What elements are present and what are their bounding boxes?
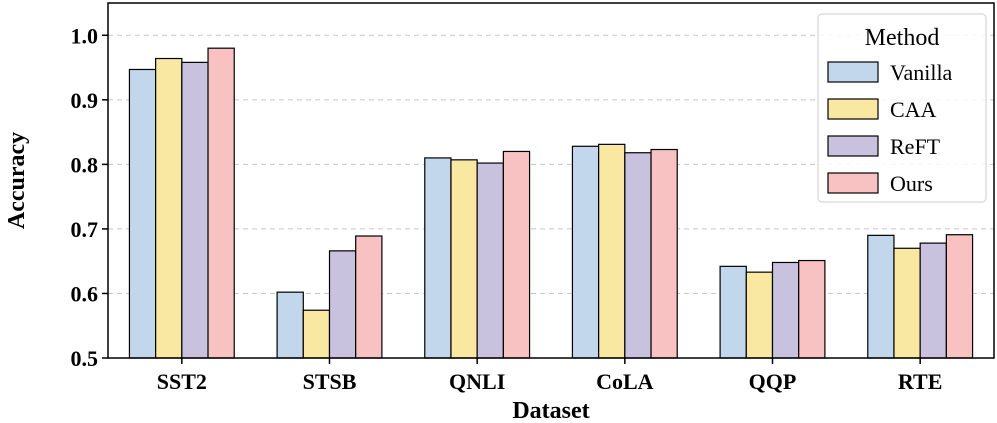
y-tick-label: 0.6: [71, 281, 99, 306]
legend-title: Method: [865, 25, 940, 51]
x-tick-label: QQP: [749, 369, 797, 394]
bar-vanilla-stsb: [276, 291, 304, 359]
legend-label-vanilla: Vanilla: [890, 60, 953, 85]
x-tick-label: SST2: [157, 369, 207, 394]
legend-label-caa: CAA: [890, 97, 937, 122]
x-axis-title: Dataset: [512, 398, 589, 423]
legend-swatch-ours: [827, 172, 879, 194]
bar-vanilla-cola: [571, 145, 600, 359]
bar-caa-stsb: [302, 309, 331, 359]
bar-ours-rte: [945, 234, 974, 359]
bar-reft-sst2: [181, 61, 209, 359]
legend-items: Vanilla CAA ReFT Ours: [827, 60, 953, 196]
bar-reft-rte: [919, 242, 947, 359]
bar-caa-rte: [893, 247, 921, 359]
y-tick-label: 0.9: [71, 88, 99, 113]
bar-ours-cola: [650, 148, 678, 359]
legend-swatch-caa: [827, 98, 879, 120]
bar-caa-qnli: [450, 159, 478, 359]
y-axis-title: Accuracy: [4, 132, 30, 229]
bar-caa-sst2: [155, 57, 183, 359]
x-tick-label: RTE: [898, 369, 942, 394]
y-tick-label: 1.0: [71, 23, 99, 48]
legend-label-reft: ReFT: [890, 134, 941, 159]
bar-caa-qqp: [745, 271, 774, 359]
bar-reft-cola: [624, 152, 652, 359]
x-tick-label: QNLI: [449, 369, 505, 394]
legend: Method Vanilla CAA ReFT Ours: [817, 13, 987, 203]
y-tick-label: 0.8: [71, 152, 99, 177]
legend-swatch-vanilla: [827, 61, 879, 83]
bar-vanilla-sst2: [128, 68, 157, 359]
bar-vanilla-qnli: [424, 157, 452, 359]
bar-vanilla-rte: [867, 234, 895, 359]
y-tick-label: 0.7: [71, 217, 99, 242]
x-tick-label: CoLA: [596, 369, 654, 394]
bar-reft-stsb: [328, 250, 357, 359]
plot-frame: [107, 2, 995, 359]
bar-ours-qnli: [502, 150, 531, 359]
bar-ours-qqp: [798, 259, 826, 359]
y-tick-label: 0.5: [71, 346, 99, 371]
bars-layer: [128, 47, 974, 359]
bar-reft-qqp: [771, 261, 800, 359]
ticks-layer: 0.5 0.6 0.7 0.8 0.9 1.0 SST2 STSB QNLI CoLA QQP RTE: [71, 23, 943, 394]
legend-label-ours: Ours: [890, 171, 933, 196]
x-tick-label: STSB: [303, 369, 357, 394]
bar-vanilla-qqp: [719, 265, 747, 359]
bar-caa-cola: [598, 143, 626, 359]
bar-reft-qnli: [476, 162, 504, 359]
bar-ours-sst2: [207, 47, 235, 359]
bar-ours-stsb: [355, 235, 383, 359]
legend-swatch-reft: [827, 135, 879, 157]
